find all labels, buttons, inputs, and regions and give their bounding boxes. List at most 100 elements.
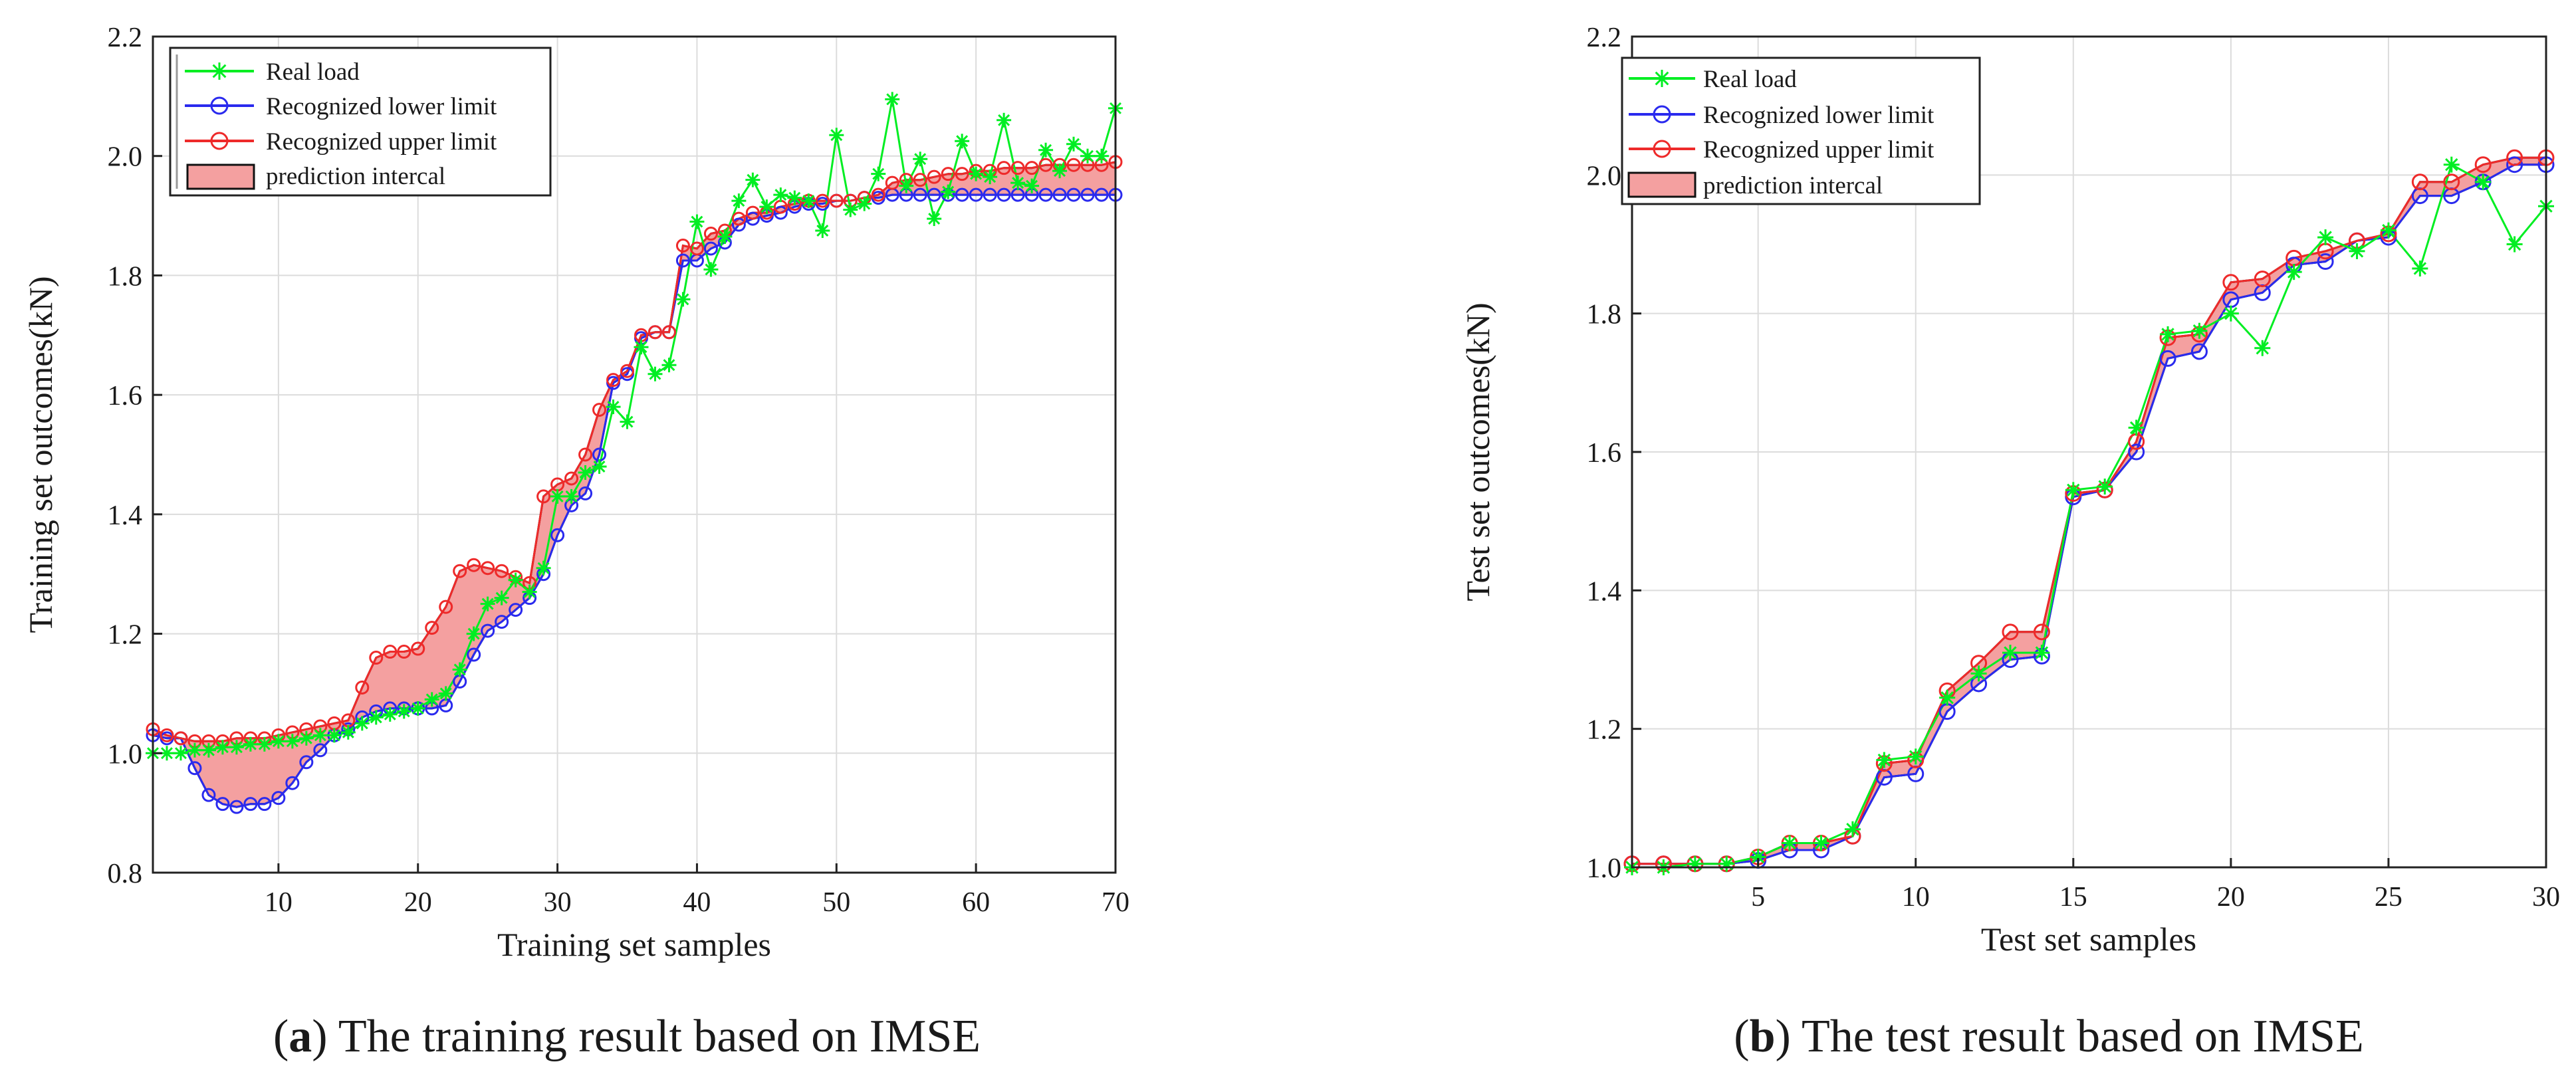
data-point-upper bbox=[913, 173, 927, 187]
data-point-upper bbox=[2222, 274, 2240, 291]
data-point-real bbox=[620, 414, 635, 429]
data-point-real bbox=[480, 596, 495, 611]
data-point-real bbox=[731, 193, 747, 209]
data-point-upper bbox=[885, 175, 899, 190]
data-point-upper bbox=[1024, 161, 1039, 175]
data-point-lower bbox=[2506, 156, 2523, 173]
data-point-lower bbox=[703, 241, 718, 256]
data-point-lower bbox=[983, 187, 997, 202]
caption-a-letter: a bbox=[289, 1011, 312, 1062]
data-point-real bbox=[969, 166, 984, 181]
caption-a: (a) The training result based on IMSE bbox=[273, 1011, 981, 1062]
data-point-real bbox=[257, 736, 272, 752]
data-point-real bbox=[382, 706, 398, 722]
data-point-real bbox=[159, 746, 174, 761]
y-tick-label: 1.0 bbox=[1587, 853, 1622, 884]
y-tick-label: 1.6 bbox=[108, 381, 143, 411]
data-point-real bbox=[285, 734, 300, 749]
data-point-real bbox=[843, 202, 858, 217]
data-point-upper bbox=[578, 447, 593, 462]
data-point-lower bbox=[2128, 443, 2145, 461]
data-point-real bbox=[396, 704, 411, 719]
data-point-real bbox=[173, 746, 188, 761]
data-point-real bbox=[1080, 148, 1096, 163]
data-point-lower bbox=[313, 743, 328, 758]
circle-marker-icon bbox=[210, 96, 229, 115]
data-point-upper bbox=[481, 561, 495, 576]
data-point-real bbox=[927, 211, 942, 227]
y-tick-label: 1.2 bbox=[1587, 715, 1622, 746]
y-tick-label: 0.8 bbox=[108, 859, 143, 889]
caption-a-text: ) The training result based on IMSE bbox=[312, 1011, 981, 1062]
data-point-real bbox=[996, 112, 1012, 128]
data-point-upper bbox=[927, 169, 941, 184]
data-point-real bbox=[717, 229, 733, 245]
data-point-real bbox=[243, 736, 258, 752]
data-point-real bbox=[606, 399, 621, 415]
data-point-lower bbox=[299, 755, 314, 770]
data-point-real bbox=[2065, 482, 2081, 498]
data-point-upper bbox=[536, 489, 551, 504]
data-point-real bbox=[201, 742, 216, 758]
asterisk-glyph bbox=[211, 62, 228, 80]
data-point-lower bbox=[2159, 350, 2176, 367]
data-point-upper bbox=[467, 558, 481, 572]
legend-label-interval: prediction intercal bbox=[1703, 172, 1883, 199]
legend-entry-upper-limit: Recognized upper limit bbox=[185, 128, 497, 156]
data-point-real bbox=[871, 166, 886, 181]
data-point-upper bbox=[592, 403, 607, 417]
data-point-real bbox=[1024, 178, 1040, 193]
data-point-real bbox=[815, 223, 830, 239]
data-point-upper bbox=[689, 241, 704, 256]
data-point-lower bbox=[731, 217, 746, 232]
legend-entry-interval: prediction intercal bbox=[1627, 171, 1883, 199]
data-point-lower bbox=[578, 486, 593, 500]
data-point-real bbox=[857, 196, 872, 211]
data-point-real bbox=[1782, 835, 1798, 851]
data-point-real bbox=[536, 560, 551, 576]
data-point-real bbox=[271, 734, 286, 749]
data-point-real bbox=[2128, 419, 2145, 436]
x-tick-label: 10 bbox=[265, 887, 293, 918]
data-point-real bbox=[340, 724, 356, 740]
data-point-real bbox=[1038, 142, 1054, 158]
legend-label-interval: prediction intercal bbox=[266, 163, 445, 190]
data-point-real bbox=[983, 169, 998, 185]
data-point-real bbox=[787, 190, 802, 205]
data-point-lower bbox=[495, 615, 509, 629]
legend-entry-interval: prediction intercal bbox=[186, 163, 445, 190]
legend-label-real: Real load bbox=[266, 58, 360, 86]
legend-label-lower: Recognized lower limit bbox=[266, 93, 497, 120]
y-axis-ticks: 0.8 1.0 1.2 1.4 1.6 1.8 2.0 2.2 bbox=[108, 23, 162, 889]
data-point-upper bbox=[383, 645, 398, 659]
data-point-lower bbox=[927, 187, 941, 202]
legend-label-upper: Recognized upper limit bbox=[1703, 136, 1934, 163]
data-point-real bbox=[522, 584, 537, 599]
data-point-real bbox=[424, 692, 439, 707]
data-point-upper bbox=[2411, 173, 2428, 191]
data-point-upper bbox=[411, 641, 425, 656]
legend-label-upper: Recognized upper limit bbox=[266, 128, 497, 156]
data-point-lower bbox=[1052, 187, 1067, 202]
data-point-real bbox=[229, 740, 244, 755]
x-tick-label: 30 bbox=[544, 887, 572, 918]
data-point-real bbox=[829, 128, 844, 143]
data-point-real bbox=[1718, 855, 1735, 872]
data-point-lower bbox=[481, 623, 495, 638]
data-point-real bbox=[2285, 264, 2302, 280]
circle-marker-icon bbox=[1653, 140, 1671, 158]
data-point-real bbox=[187, 742, 202, 758]
y-tick-label: 1.4 bbox=[1587, 576, 1622, 607]
x-tick-label: 20 bbox=[404, 887, 432, 918]
data-point-upper bbox=[2443, 173, 2460, 191]
data-point-real bbox=[326, 728, 342, 743]
data-point-upper bbox=[620, 364, 635, 378]
data-point-real bbox=[941, 184, 956, 199]
data-point-real bbox=[2034, 645, 2050, 661]
data-point-real bbox=[354, 716, 370, 731]
data-point-upper bbox=[564, 471, 579, 486]
data-point-upper bbox=[439, 599, 453, 614]
x-tick-label: 70 bbox=[1102, 887, 1129, 918]
circle-marker-icon bbox=[210, 132, 229, 150]
x-tick-label: 30 bbox=[2532, 882, 2560, 913]
